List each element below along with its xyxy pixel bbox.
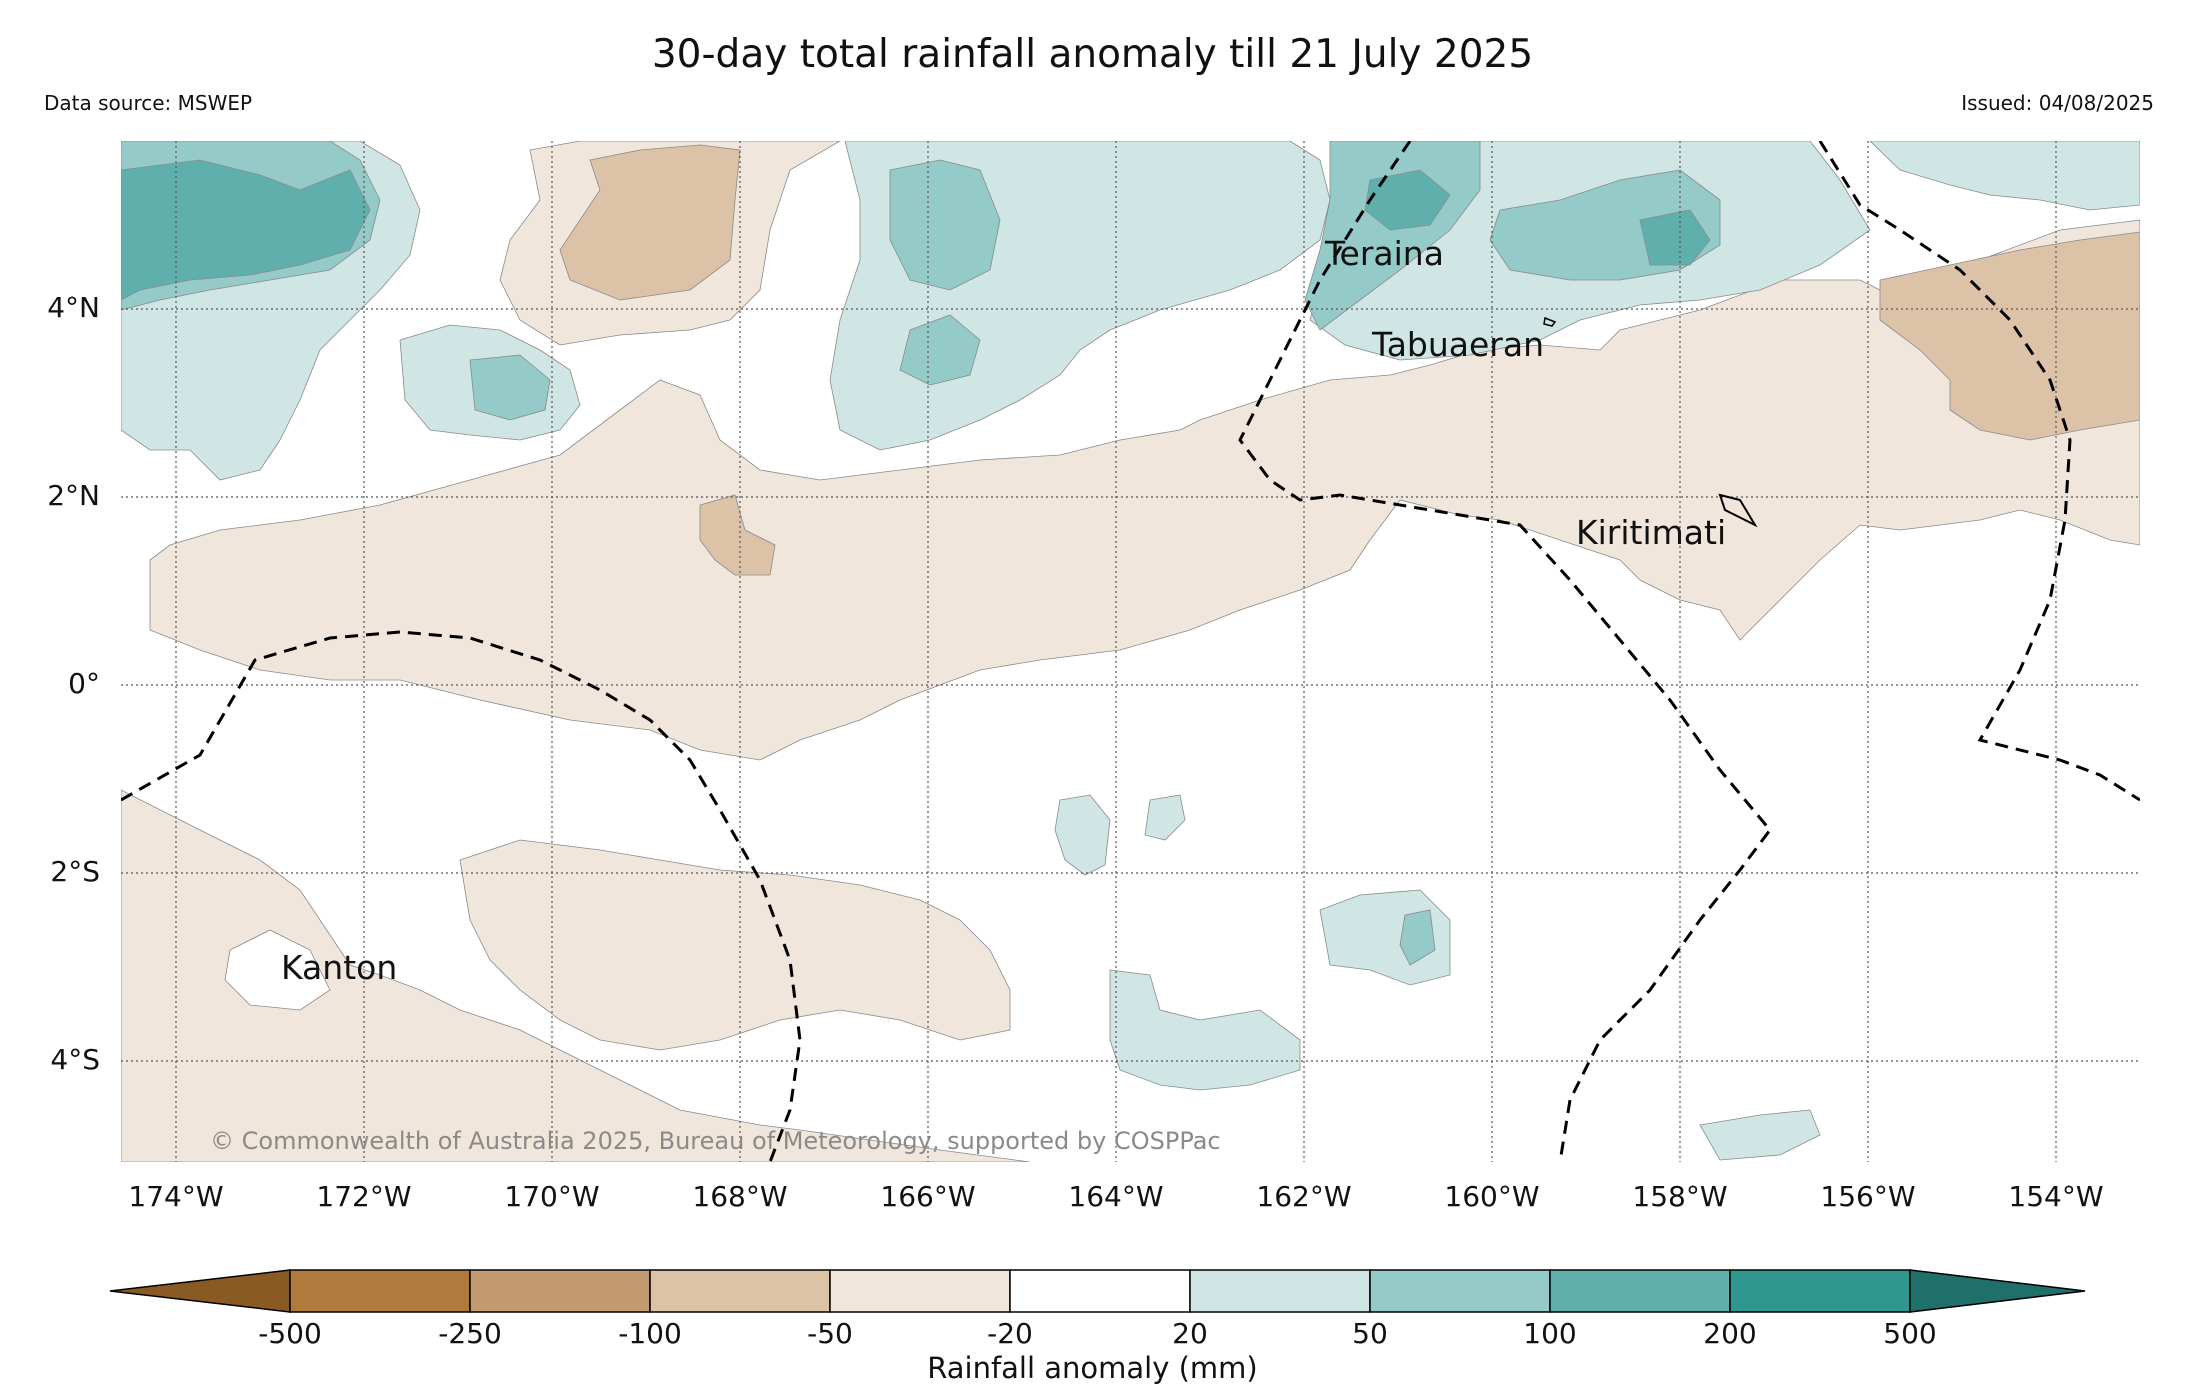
colorbar-segment bbox=[1009, 1269, 1191, 1313]
colorbar-tick-label: -20 bbox=[987, 1317, 1033, 1350]
lon-label-162w: 162°W bbox=[1256, 1180, 1352, 1213]
lon-label-172w: 172°W bbox=[316, 1180, 412, 1213]
map-title: 30-day total rainfall anomaly till 21 Ju… bbox=[651, 32, 1534, 77]
lon-label-166w: 166°W bbox=[880, 1180, 976, 1213]
place-label-teraina: Teraina bbox=[1325, 234, 1444, 273]
colorbar-segment bbox=[469, 1269, 651, 1313]
colorbar-label: Rainfall anomaly (mm) bbox=[927, 1351, 1258, 1385]
anomaly-contours bbox=[121, 141, 2140, 1162]
dry-patch-east bbox=[1879, 231, 2140, 441]
issued-date: Issued: 04/08/2025 bbox=[1961, 91, 2154, 115]
grid bbox=[121, 141, 2140, 1162]
kiritimati-island-outline bbox=[1718, 493, 1758, 528]
colorbar-segment bbox=[1549, 1269, 1731, 1313]
wetter-patch-north-central bbox=[889, 159, 1001, 291]
colorbar-tick-label: -100 bbox=[618, 1317, 682, 1350]
colorbar-segment bbox=[829, 1269, 1011, 1313]
place-label-tabuaeran: Tabuaeran bbox=[1372, 325, 1545, 364]
lon-label-168w: 168°W bbox=[692, 1180, 788, 1213]
wetter-patch-north-central-2 bbox=[899, 314, 981, 386]
lon-label-170w: 170°W bbox=[504, 1180, 600, 1213]
wettest-patch-northeast bbox=[1364, 169, 1451, 231]
lat-label-2n: 2°N bbox=[47, 479, 100, 512]
tabuaeran-island-outline bbox=[1543, 316, 1557, 327]
dry-band-south bbox=[121, 789, 1031, 1162]
lon-label-154w: 154°W bbox=[2008, 1180, 2104, 1213]
colorbar-tick-label: 500 bbox=[1883, 1317, 1937, 1350]
wet-patch-south-5 bbox=[1699, 1109, 1821, 1161]
lon-label-174w: 174°W bbox=[128, 1180, 224, 1213]
colorbar-tick-label: 200 bbox=[1703, 1317, 1757, 1350]
lat-label-0: 0° bbox=[68, 667, 100, 700]
place-label-kanton: Kanton bbox=[281, 948, 398, 987]
dry-patch-central bbox=[699, 494, 776, 576]
wetter-patch-northwest-2 bbox=[469, 354, 551, 421]
wet-patch-south-1 bbox=[1054, 794, 1111, 876]
colorbar-segment bbox=[1729, 1269, 1911, 1313]
lon-label-164w: 164°W bbox=[1068, 1180, 1164, 1213]
wet-patch-south-2 bbox=[1144, 794, 1186, 841]
wet-patch-south-4 bbox=[1109, 969, 1301, 1091]
colorbar-tick-label: 100 bbox=[1523, 1317, 1577, 1350]
colorbar-segment bbox=[649, 1269, 831, 1313]
dry-patch-upper-left bbox=[559, 144, 741, 301]
eez-boundary-phoenix bbox=[121, 630, 802, 1162]
dry-band-south-white-hole bbox=[224, 929, 331, 1011]
wet-patch-far-northeast bbox=[1869, 141, 2140, 211]
data-source: Data source: MSWEP bbox=[44, 91, 253, 115]
wettest-patch-northwest bbox=[121, 159, 371, 301]
colorbar-extend-low bbox=[109, 1269, 291, 1313]
eez-boundaries bbox=[121, 141, 2140, 1162]
lon-label-158w: 158°W bbox=[1632, 1180, 1728, 1213]
lon-label-156w: 156°W bbox=[1820, 1180, 1916, 1213]
place-label-kiritimati: Kiritimati bbox=[1576, 513, 1727, 552]
lon-label-160w: 160°W bbox=[1444, 1180, 1540, 1213]
colorbar-tick-label: -50 bbox=[807, 1317, 853, 1350]
dry-band-central bbox=[149, 219, 2140, 761]
colorbar-tick-label: 50 bbox=[1352, 1317, 1388, 1350]
copyright-notice: © Commonwealth of Australia 2025, Bureau… bbox=[210, 1127, 1221, 1155]
dry-band-south-mid bbox=[459, 839, 1011, 1051]
colorbar-segment bbox=[1369, 1269, 1551, 1313]
lat-label-4s: 4°S bbox=[50, 1043, 100, 1076]
colorbar-tick-label: -500 bbox=[258, 1317, 322, 1350]
lat-label-2s: 2°S bbox=[50, 855, 100, 888]
colorbar-tick-label: 20 bbox=[1172, 1317, 1208, 1350]
colorbar-segment bbox=[289, 1269, 471, 1313]
colorbar-extend-high bbox=[1909, 1269, 2086, 1313]
wetter-patch-south bbox=[1399, 909, 1436, 966]
colorbar-tick-label: -250 bbox=[438, 1317, 502, 1350]
eez-boundary-line-islands-east bbox=[1818, 141, 2140, 802]
eez-boundary-line-islands-west bbox=[1238, 141, 1772, 1162]
colorbar-segment bbox=[1189, 1269, 1371, 1313]
lat-label-4n: 4°N bbox=[47, 291, 100, 324]
wettest-patch-northeast-2 bbox=[1639, 209, 1711, 266]
colorbar-segments bbox=[109, 1269, 2086, 1313]
